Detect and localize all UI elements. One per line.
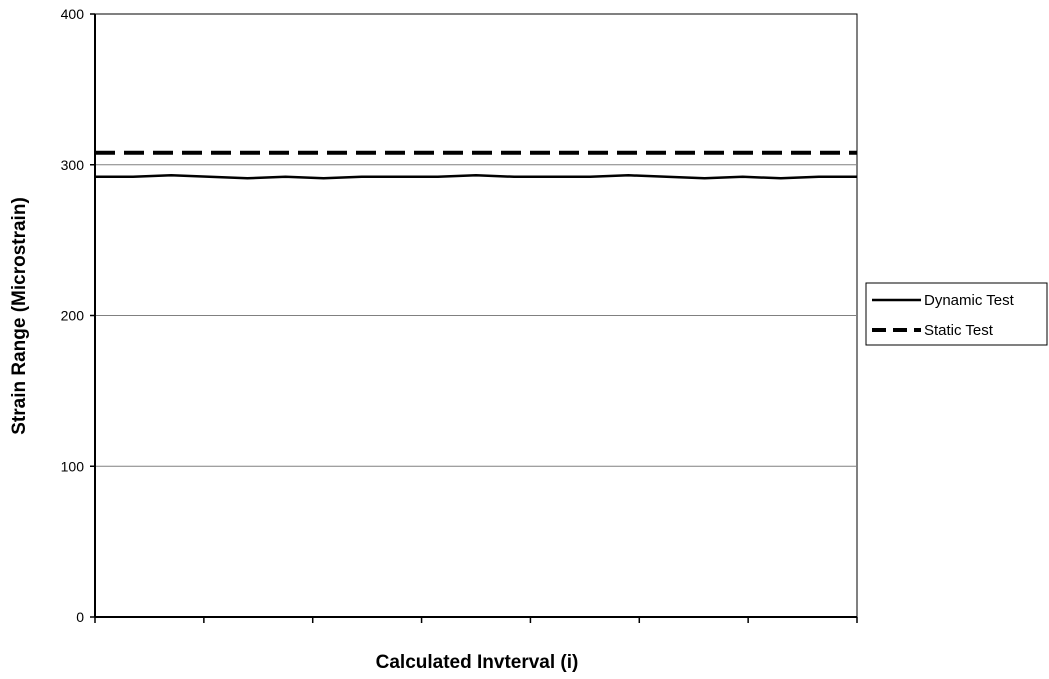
- x-ticks: [94, 617, 858, 623]
- y-tick-label: 400: [61, 6, 85, 22]
- y-tick-label: 100: [61, 458, 85, 474]
- y-tick-label: 300: [61, 157, 85, 173]
- x-axis-title: Calculated Invterval (i): [376, 652, 579, 673]
- y-tick-label: 200: [61, 308, 85, 324]
- legend: Dynamic Test Static Test: [865, 282, 1048, 346]
- y-ticks: 0 100 200 300 400: [61, 6, 95, 625]
- legend-label-0: Dynamic Test: [924, 292, 1015, 309]
- y-axis-title: Strain Range (Microstrain): [9, 197, 30, 435]
- series-line-0: [95, 174, 857, 180]
- series-group: [95, 150, 857, 180]
- gridlines: [95, 164, 857, 467]
- legend-label-1: Static Test: [924, 322, 994, 339]
- y-tick-label: 0: [76, 609, 84, 625]
- legend-box: [865, 282, 1048, 346]
